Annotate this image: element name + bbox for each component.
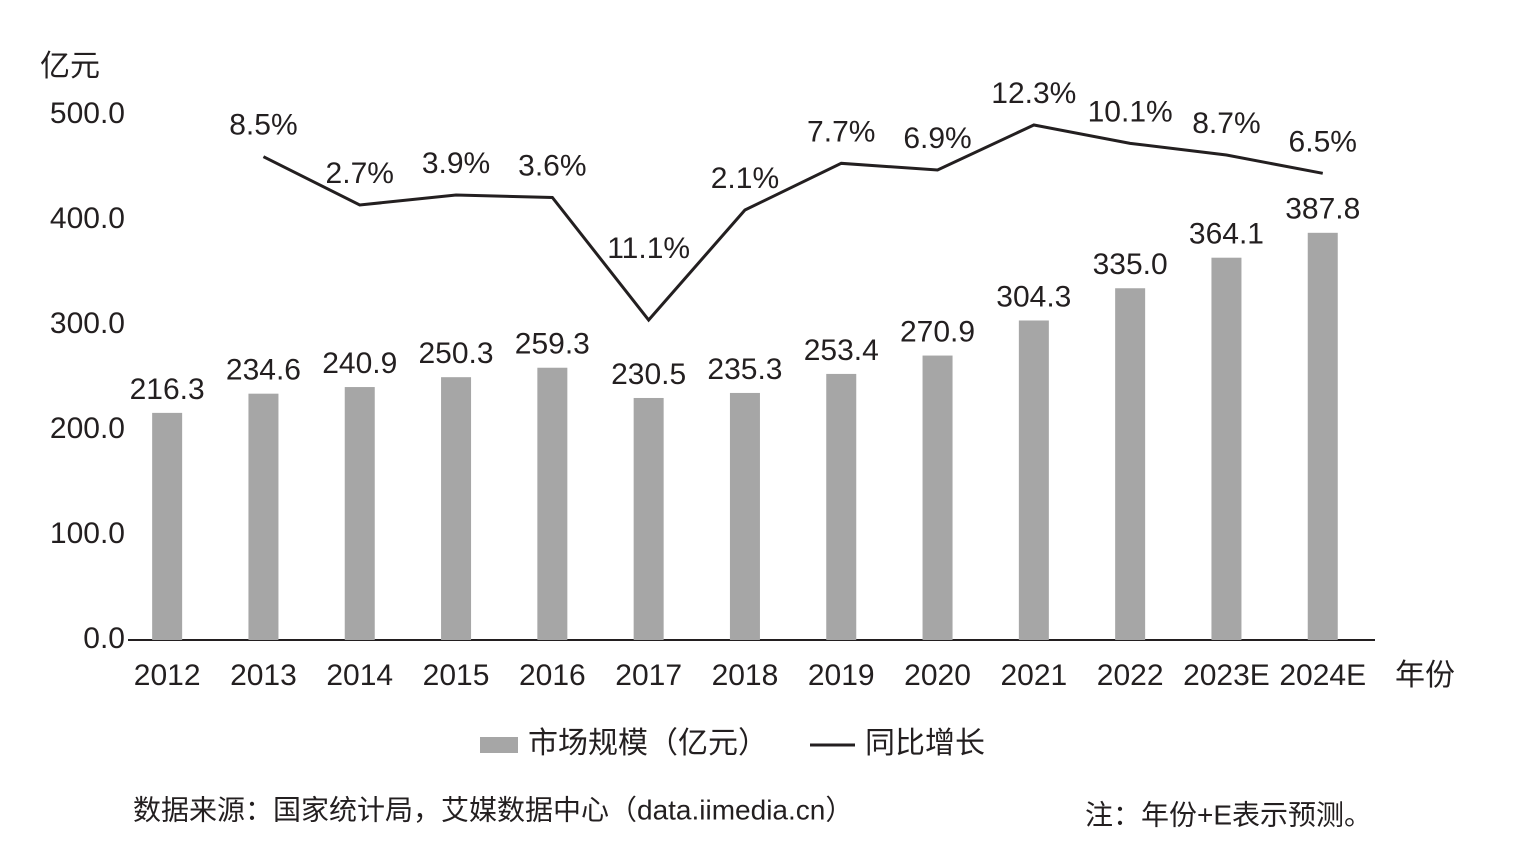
x-tick-label: 2019: [808, 659, 875, 692]
bar: [248, 393, 279, 640]
bar: [826, 373, 857, 640]
bar-label: 235.3: [707, 353, 782, 386]
bar: [633, 397, 664, 640]
line-label: 11.1%: [607, 232, 690, 265]
bar-label: 253.4: [804, 334, 879, 367]
y-axis-unit: 亿元: [40, 50, 100, 83]
bar-label: 304.3: [996, 280, 1071, 313]
legend-label: 同比增长: [865, 727, 985, 760]
line-label: 3.6%: [518, 149, 586, 182]
bar-label: 234.6: [226, 354, 301, 387]
x-tick-label: 2021: [1000, 659, 1067, 692]
bar: [1211, 257, 1242, 640]
bar-label: 250.3: [419, 337, 494, 370]
bar: [1018, 320, 1049, 640]
legend-label: 市场规模（亿元）: [528, 727, 768, 760]
bar: [441, 377, 472, 640]
y-tick-label: 0.0: [83, 622, 125, 655]
x-tick-label: 2023E: [1183, 659, 1270, 692]
line-label: 2.1%: [711, 162, 779, 195]
line-label: 8.5%: [229, 109, 297, 142]
bar-label: 259.3: [515, 328, 590, 361]
x-tick-label: 2015: [423, 659, 490, 692]
y-tick-label: 500.0: [50, 97, 125, 130]
source: 数据来源：国家统计局，艾媒数据中心（data.iimedia.cn）: [133, 794, 853, 825]
bar: [1115, 288, 1146, 640]
bar-label: 240.9: [322, 347, 397, 380]
note: 注：年份+E表示预测。: [1085, 799, 1372, 830]
x-tick-label: 2017: [615, 659, 682, 692]
bar-label: 364.1: [1189, 218, 1264, 251]
line-label: 7.7%: [807, 115, 875, 148]
line-label: 10.1%: [1088, 95, 1173, 128]
x-tick-label: 2022: [1097, 659, 1164, 692]
bar: [344, 387, 375, 640]
bar: [922, 355, 953, 640]
x-tick-label: 2013: [230, 659, 297, 692]
x-tick-label: 2018: [712, 659, 779, 692]
x-tick-label: 2012: [134, 659, 201, 692]
line-label: 2.7%: [326, 157, 394, 190]
y-tick-label: 100.0: [50, 517, 125, 550]
y-tick-label: 300.0: [50, 307, 125, 340]
bar-label: 335.0: [1093, 248, 1168, 281]
line-label: 6.5%: [1289, 125, 1357, 158]
bar-label: 270.9: [900, 315, 975, 348]
x-axis-label: 年份: [1395, 659, 1455, 692]
y-tick-label: 200.0: [50, 412, 125, 445]
x-tick-label: 2014: [326, 659, 393, 692]
line: [262, 123, 1324, 323]
bar-label: 230.5: [611, 358, 686, 391]
y-tick-label: 400.0: [50, 202, 125, 235]
x-tick-label: 2020: [904, 659, 971, 692]
bar-label: 387.8: [1285, 193, 1360, 226]
line-label: 12.3%: [991, 77, 1076, 110]
bar: [729, 392, 760, 640]
bar-label: 216.3: [130, 373, 205, 406]
bar: [152, 412, 183, 640]
line-label: 3.9%: [422, 147, 490, 180]
bar: [1307, 232, 1338, 640]
x-tick-label: 2024E: [1279, 659, 1366, 692]
line-label: 8.7%: [1192, 107, 1260, 140]
x-tick-label: 2016: [519, 659, 586, 692]
line-label: 6.9%: [903, 122, 971, 155]
legend-swatch: [480, 737, 518, 753]
bar: [537, 367, 568, 640]
